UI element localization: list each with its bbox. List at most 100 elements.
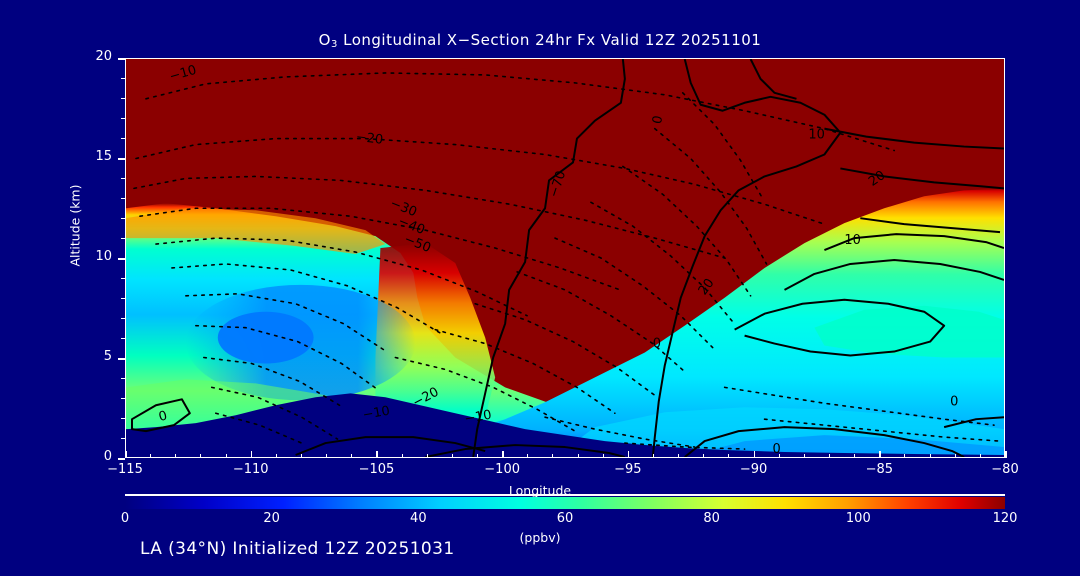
x-minor-tick xyxy=(678,454,680,458)
x-minor-tick xyxy=(351,454,353,458)
contour-label-pos0c: 0 xyxy=(950,394,958,409)
y-minor-tick xyxy=(121,78,125,79)
x-tick-label: −105 xyxy=(358,462,395,477)
title-species: O xyxy=(318,31,331,49)
x-minor-tick xyxy=(175,454,177,458)
x-minor-tick xyxy=(225,454,227,458)
x-minor-tick xyxy=(904,454,906,458)
contour-label-neg10c: −10 xyxy=(463,408,493,427)
x-tick-mark xyxy=(627,451,630,458)
contour-label-pos10a: 10 xyxy=(808,128,824,143)
y-minor-tick xyxy=(121,298,125,299)
colorbar-tick-label: 80 xyxy=(703,511,720,526)
x-minor-tick xyxy=(477,454,478,458)
contour-label-pos0e: 0 xyxy=(157,409,169,426)
x-tick-mark xyxy=(753,451,756,458)
colorbar-tick-label: 20 xyxy=(263,511,280,526)
contour-label-pos0a: 0 xyxy=(650,114,666,125)
x-tick-mark xyxy=(250,451,253,458)
colorbar-tick-label: 40 xyxy=(410,511,427,526)
y-tick-mark xyxy=(118,358,125,360)
x-minor-tick xyxy=(829,454,830,458)
y-tick-label: 20 xyxy=(95,49,112,64)
x-tick-mark xyxy=(502,451,504,458)
x-minor-tick xyxy=(275,454,277,458)
y-minor-tick xyxy=(121,438,125,439)
x-minor-tick xyxy=(150,454,152,458)
y-tick-label: 10 xyxy=(95,249,112,264)
y-minor-tick xyxy=(121,218,125,219)
x-tick-label: −100 xyxy=(484,462,520,477)
y-tick-mark xyxy=(118,458,125,460)
x-minor-tick xyxy=(778,454,780,458)
plot-area: −10 −20 −30 −40 −50 −70 −20 −10 −10 0 10… xyxy=(125,58,1005,458)
y-minor-tick xyxy=(121,338,125,339)
y-minor-tick xyxy=(121,138,125,139)
chart-title: O3 Longitudinal X−Section 24hr Fx Valid … xyxy=(0,31,1080,50)
x-minor-tick xyxy=(301,454,302,458)
y-minor-tick xyxy=(121,398,125,399)
negative-contours xyxy=(133,72,1000,450)
x-tick-label: −95 xyxy=(614,462,642,477)
colorbar-units: (ppbv) xyxy=(519,530,561,545)
x-minor-tick xyxy=(552,454,554,458)
y-minor-tick xyxy=(121,98,125,99)
contour-label-neg10: −10 xyxy=(168,63,198,85)
x-tick-label: −110 xyxy=(232,462,269,477)
colorbar-tick-label: 100 xyxy=(845,511,871,526)
y-tick-mark xyxy=(118,158,125,160)
y-tick-mark xyxy=(118,258,125,260)
y-minor-tick xyxy=(121,318,125,319)
x-minor-tick xyxy=(854,454,856,458)
y-minor-tick xyxy=(121,238,125,239)
x-minor-tick xyxy=(979,454,981,458)
x-tick-mark xyxy=(376,451,378,458)
x-tick-label: −90 xyxy=(739,462,768,477)
x-tick-mark xyxy=(125,451,127,458)
x-tick-label: −80 xyxy=(991,462,1019,477)
contour-label-pos0b: 0 xyxy=(653,337,661,352)
x-tick-label: −115 xyxy=(107,462,143,477)
title-species-subscript: 3 xyxy=(330,39,338,50)
x-minor-tick xyxy=(401,454,403,458)
x-minor-tick xyxy=(200,454,202,458)
colorbar-tick-label: 120 xyxy=(992,511,1018,526)
y-minor-tick xyxy=(121,178,125,179)
y-minor-tick xyxy=(121,278,125,279)
y-tick-label: 15 xyxy=(95,149,112,164)
x-minor-tick xyxy=(728,454,730,458)
x-minor-tick xyxy=(426,454,428,458)
x-tick-label: −85 xyxy=(865,462,893,477)
y-minor-tick xyxy=(121,378,125,379)
y-minor-tick xyxy=(121,418,125,419)
x-minor-tick xyxy=(803,454,805,458)
contour-field: −10 −20 −30 −40 −50 −70 −20 −10 −10 0 10… xyxy=(126,59,1004,457)
contour-label-neg10b: −10 xyxy=(362,404,392,423)
contour-label-pos10b: 10 xyxy=(844,233,860,248)
colorbar-top-rule xyxy=(125,494,1005,496)
colorbar-tick-label: 60 xyxy=(556,511,574,526)
x-minor-tick xyxy=(703,454,705,458)
x-tick-mark xyxy=(1005,451,1007,458)
y-minor-tick xyxy=(121,198,125,199)
positive-contours xyxy=(130,59,1004,457)
y-tick-mark xyxy=(118,58,125,60)
colorbar-tick-label: 0 xyxy=(120,511,130,526)
x-minor-tick xyxy=(929,454,931,458)
title-rest: Longitudinal X−Section 24hr Fx Valid 12Z… xyxy=(337,31,762,49)
colorbar xyxy=(125,497,1005,509)
contour-label-neg20: −20 xyxy=(355,130,384,148)
x-minor-tick xyxy=(653,454,654,458)
x-minor-tick xyxy=(527,454,529,458)
x-minor-tick xyxy=(954,454,956,458)
x-minor-tick xyxy=(577,454,579,458)
y-tick-label: 0 xyxy=(103,449,112,464)
y-axis-label: Altitude (km) xyxy=(67,184,83,267)
figure-caption: LA (34°N) Initialized 12Z 20251031 xyxy=(140,539,455,559)
x-tick-mark xyxy=(879,451,881,458)
y-minor-tick xyxy=(121,118,125,119)
x-minor-tick xyxy=(602,454,604,458)
contour-label-pos0d: 0 xyxy=(773,442,781,457)
y-tick-label: 5 xyxy=(103,349,112,364)
